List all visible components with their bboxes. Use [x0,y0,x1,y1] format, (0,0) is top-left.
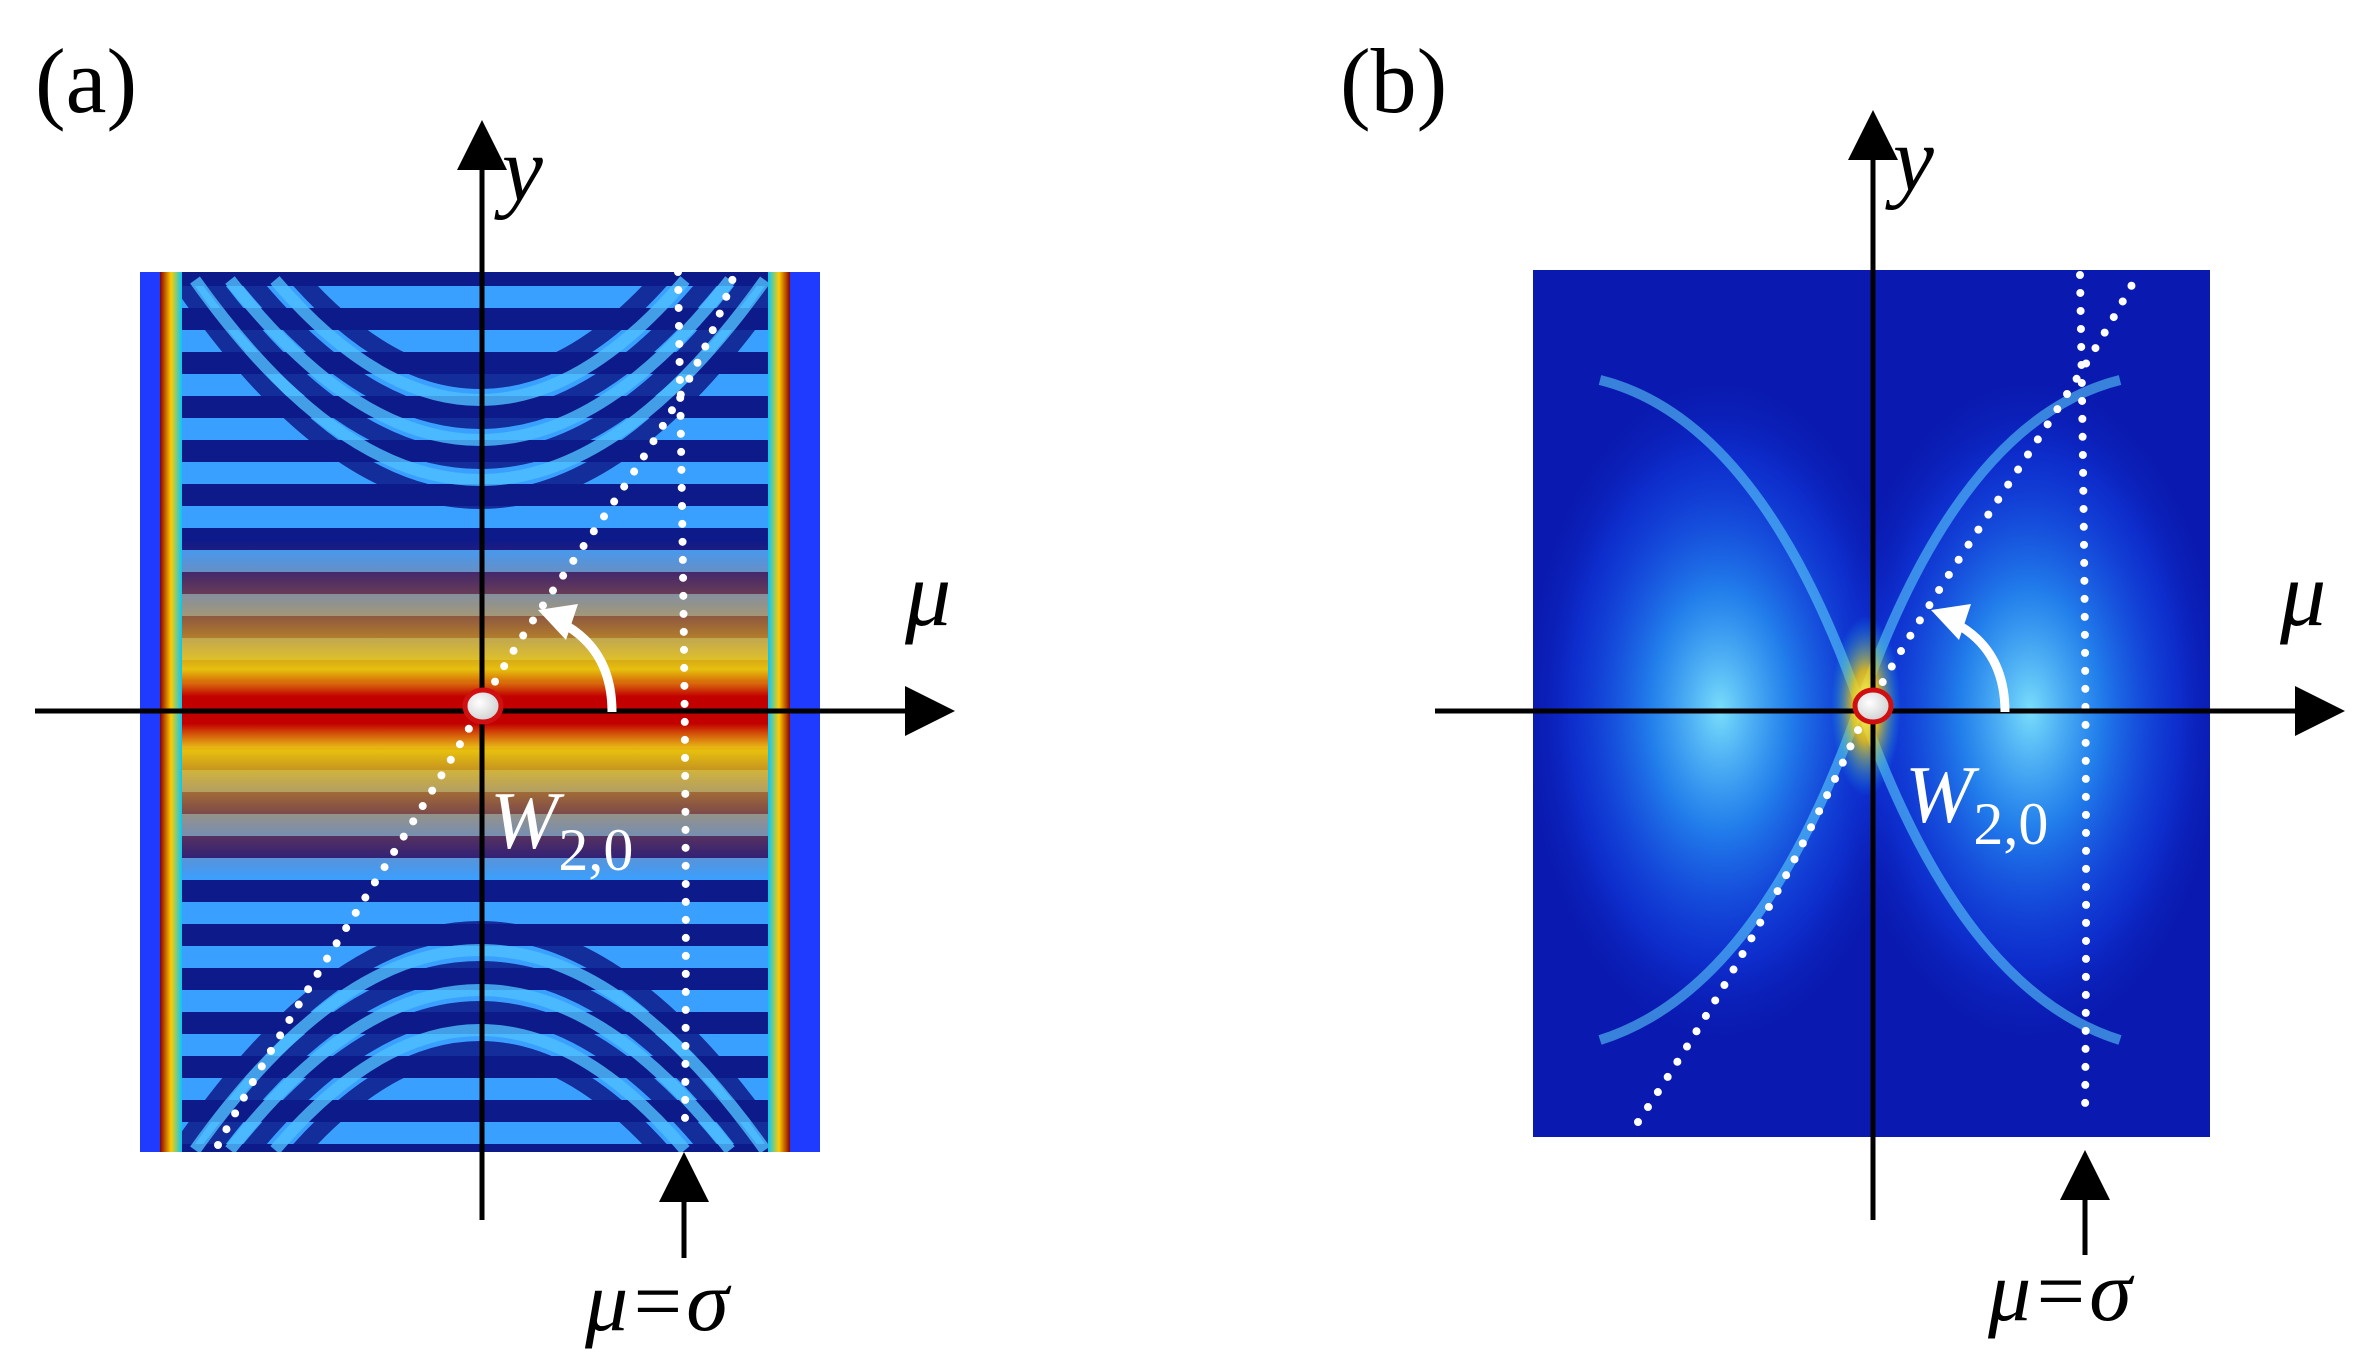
panel-a-point-label: W2,0 [490,775,633,883]
panel-a-point [462,687,504,725]
panel-b-rotation-arrow [1950,617,2010,713]
panel-b-line-diagonal [1634,266,2144,1126]
panel-b-y-label: y [1885,108,1934,210]
panel-b-dotted-curves [1634,266,2144,1126]
panel-b-label: (b) [1340,30,1447,132]
panel-b-point-label: W2,0 [1905,749,2048,857]
panel-a-x-label: μ [904,543,951,645]
panel-b-point [1852,687,1894,725]
panel-b: (b) y μ W2,0 μ=σ [1340,30,2345,1339]
panel-a-rotation-arrowhead [538,604,578,640]
panel-a-label: (a) [35,30,137,132]
panel-a: (a) y μ W2,0 μ=σ [35,30,955,1349]
panel-b-rotation-arrowhead [1931,604,1971,640]
panel-a-y-label: y [494,118,543,220]
panel-b-marker-label: μ=σ [1987,1243,2135,1339]
panel-a-point-label-sub: 2,0 [558,817,633,883]
panel-a-rotation-arrow [557,617,617,713]
panel-b-x-label: μ [2279,543,2326,645]
panel-b-point-label-sub: 2,0 [1973,791,2048,857]
panel-a-marker-label: μ=σ [584,1253,732,1349]
panel-b-point-label-main: W [1905,749,1980,840]
panel-a-point-label-main: W [490,775,565,866]
